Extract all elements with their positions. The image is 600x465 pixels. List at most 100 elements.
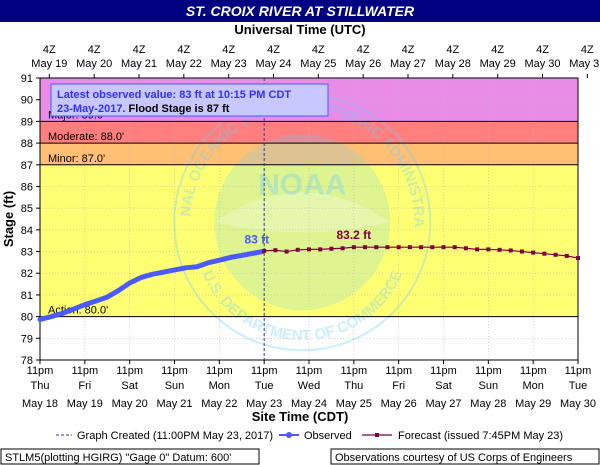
bottom-tick-weekday: Mon [522, 380, 543, 392]
bottom-tick-hour: 11pm [296, 365, 323, 377]
forecast-point [463, 246, 468, 251]
bottom-tick-date: May 18 [22, 398, 58, 410]
footer-left-text: STLM5(plotting HGIRG) "Gage 0" Datum: 60… [5, 452, 231, 464]
forecast-point [407, 245, 412, 250]
top-tick-date: May 21 [121, 58, 157, 70]
top-tick-date: May 19 [31, 58, 67, 70]
y-tick-label: 83 [21, 247, 33, 259]
bottom-tick-weekday: Tue [569, 380, 588, 392]
forecast-point [385, 245, 390, 250]
legend-observed-marker [286, 432, 292, 438]
footer-left-box [0, 448, 260, 465]
forecast-point [531, 250, 536, 255]
top-tick-hour: 4Z [43, 44, 56, 56]
forecast-point [273, 248, 278, 253]
forecast-point [284, 249, 289, 254]
y-tick-label: 86 [21, 181, 33, 193]
y-tick-label: 88 [21, 138, 33, 150]
observed-point [172, 267, 177, 273]
observed-point [116, 288, 121, 293]
top-tick-hour: 4Z [222, 44, 235, 56]
bottom-tick-weekday: Thu [31, 380, 50, 392]
observed-point [60, 311, 65, 316]
forecast-point [576, 256, 580, 261]
bottom-tick-date: May 28 [470, 398, 506, 410]
info-flood-stage: Flood Stage is 87 ft [126, 103, 230, 115]
info-line2: 23-May-2017. Flood Stage is 87 ft [57, 103, 230, 115]
y-tick-label: 84 [21, 225, 33, 237]
observed-point [149, 272, 155, 277]
observed-peak-label: 83 ft [244, 233, 269, 247]
top-tick-date: May 30 [524, 58, 560, 70]
info-box [50, 83, 329, 117]
y-tick-label: 85 [21, 203, 33, 215]
bottom-tick-hour: 11pm [251, 365, 278, 377]
watermark-noaa: NOAA [258, 168, 346, 201]
bottom-tick-weekday: Fri [392, 380, 405, 392]
y-tick-label: 91 [21, 73, 33, 85]
forecast-point [486, 247, 491, 252]
bottom-tick-hour: 11pm [430, 365, 457, 377]
watermark-disc [214, 134, 391, 311]
bottom-tick-weekday: Thu [344, 380, 363, 392]
y-tick-label: 80 [21, 312, 33, 324]
bottom-tick-date: May 29 [515, 398, 551, 410]
bottom-tick-weekday: Mon [209, 380, 230, 392]
forecast-point [396, 245, 401, 250]
bottom-tick-weekday: Tue [255, 380, 274, 392]
observed-point [138, 275, 144, 280]
observed-point [217, 258, 222, 263]
forecast-point [564, 253, 569, 258]
observed-point [239, 253, 244, 258]
observed-point [194, 264, 200, 269]
forecast-point [441, 245, 446, 250]
forecast-point [307, 247, 311, 252]
forecast-point [329, 246, 334, 251]
bottom-tick-date: May 20 [112, 398, 148, 410]
y-tick-label: 82 [21, 268, 33, 280]
forecast-point [295, 247, 300, 252]
bottom-tick-hour: 11pm [161, 365, 188, 377]
bottom-tick-hour: 11pm [206, 365, 233, 377]
footer-right-text: Observations courtesy of US Corps of Eng… [335, 452, 573, 464]
threshold-label: Minor: 87.0' [48, 153, 105, 165]
legend-observed: Observed [304, 430, 352, 442]
forecast-point [318, 247, 323, 252]
legend-forecast: Forecast (issued 7:45PM May 23) [398, 430, 563, 442]
bottom-tick-weekday: Sat [121, 380, 138, 392]
info-line1: Latest observed value: 83 ft at 10:15 PM… [57, 89, 291, 101]
y-tick-label: 90 [21, 95, 33, 107]
top-tick-date: May 23 [211, 58, 247, 70]
bottom-tick-weekday: Sun [165, 380, 185, 392]
bottom-tick-weekday: Sat [435, 380, 452, 392]
forecast-point [374, 245, 379, 250]
forecast-point [452, 245, 457, 250]
top-tick-hour: 4Z [88, 44, 101, 56]
bottom-tick-hour: 11pm [475, 365, 502, 377]
observed-point [183, 265, 188, 271]
observed-point [127, 280, 132, 286]
top-tick-date: May 31 [569, 58, 600, 70]
threshold-label: Moderate: 88.0' [48, 131, 124, 143]
observed-point [228, 255, 233, 260]
bottom-tick-weekday: Sun [479, 380, 499, 392]
bottom-tick-hour: 11pm [565, 365, 592, 377]
observed-point [93, 298, 99, 304]
forecast-point [497, 247, 502, 252]
bottom-tick-date: May 27 [425, 398, 461, 410]
observed-point [37, 317, 43, 322]
top-tick-hour: 4Z [312, 44, 325, 56]
forecast-point [262, 248, 267, 253]
footer-right-box [330, 448, 600, 465]
top-tick-date: May 26 [345, 58, 381, 70]
bottom-tick-date: May 19 [67, 398, 103, 410]
observed-point [82, 302, 88, 307]
forecast-point [553, 252, 558, 257]
top-tick-hour: 4Z [402, 44, 415, 56]
top-tick-date: May 25 [300, 58, 336, 70]
bottom-tick-hour: 11pm [27, 365, 54, 377]
forecast-point [542, 251, 547, 256]
top-axis-label: Universal Time (UTC) [234, 22, 365, 37]
top-tick-hour: 4Z [177, 44, 190, 56]
